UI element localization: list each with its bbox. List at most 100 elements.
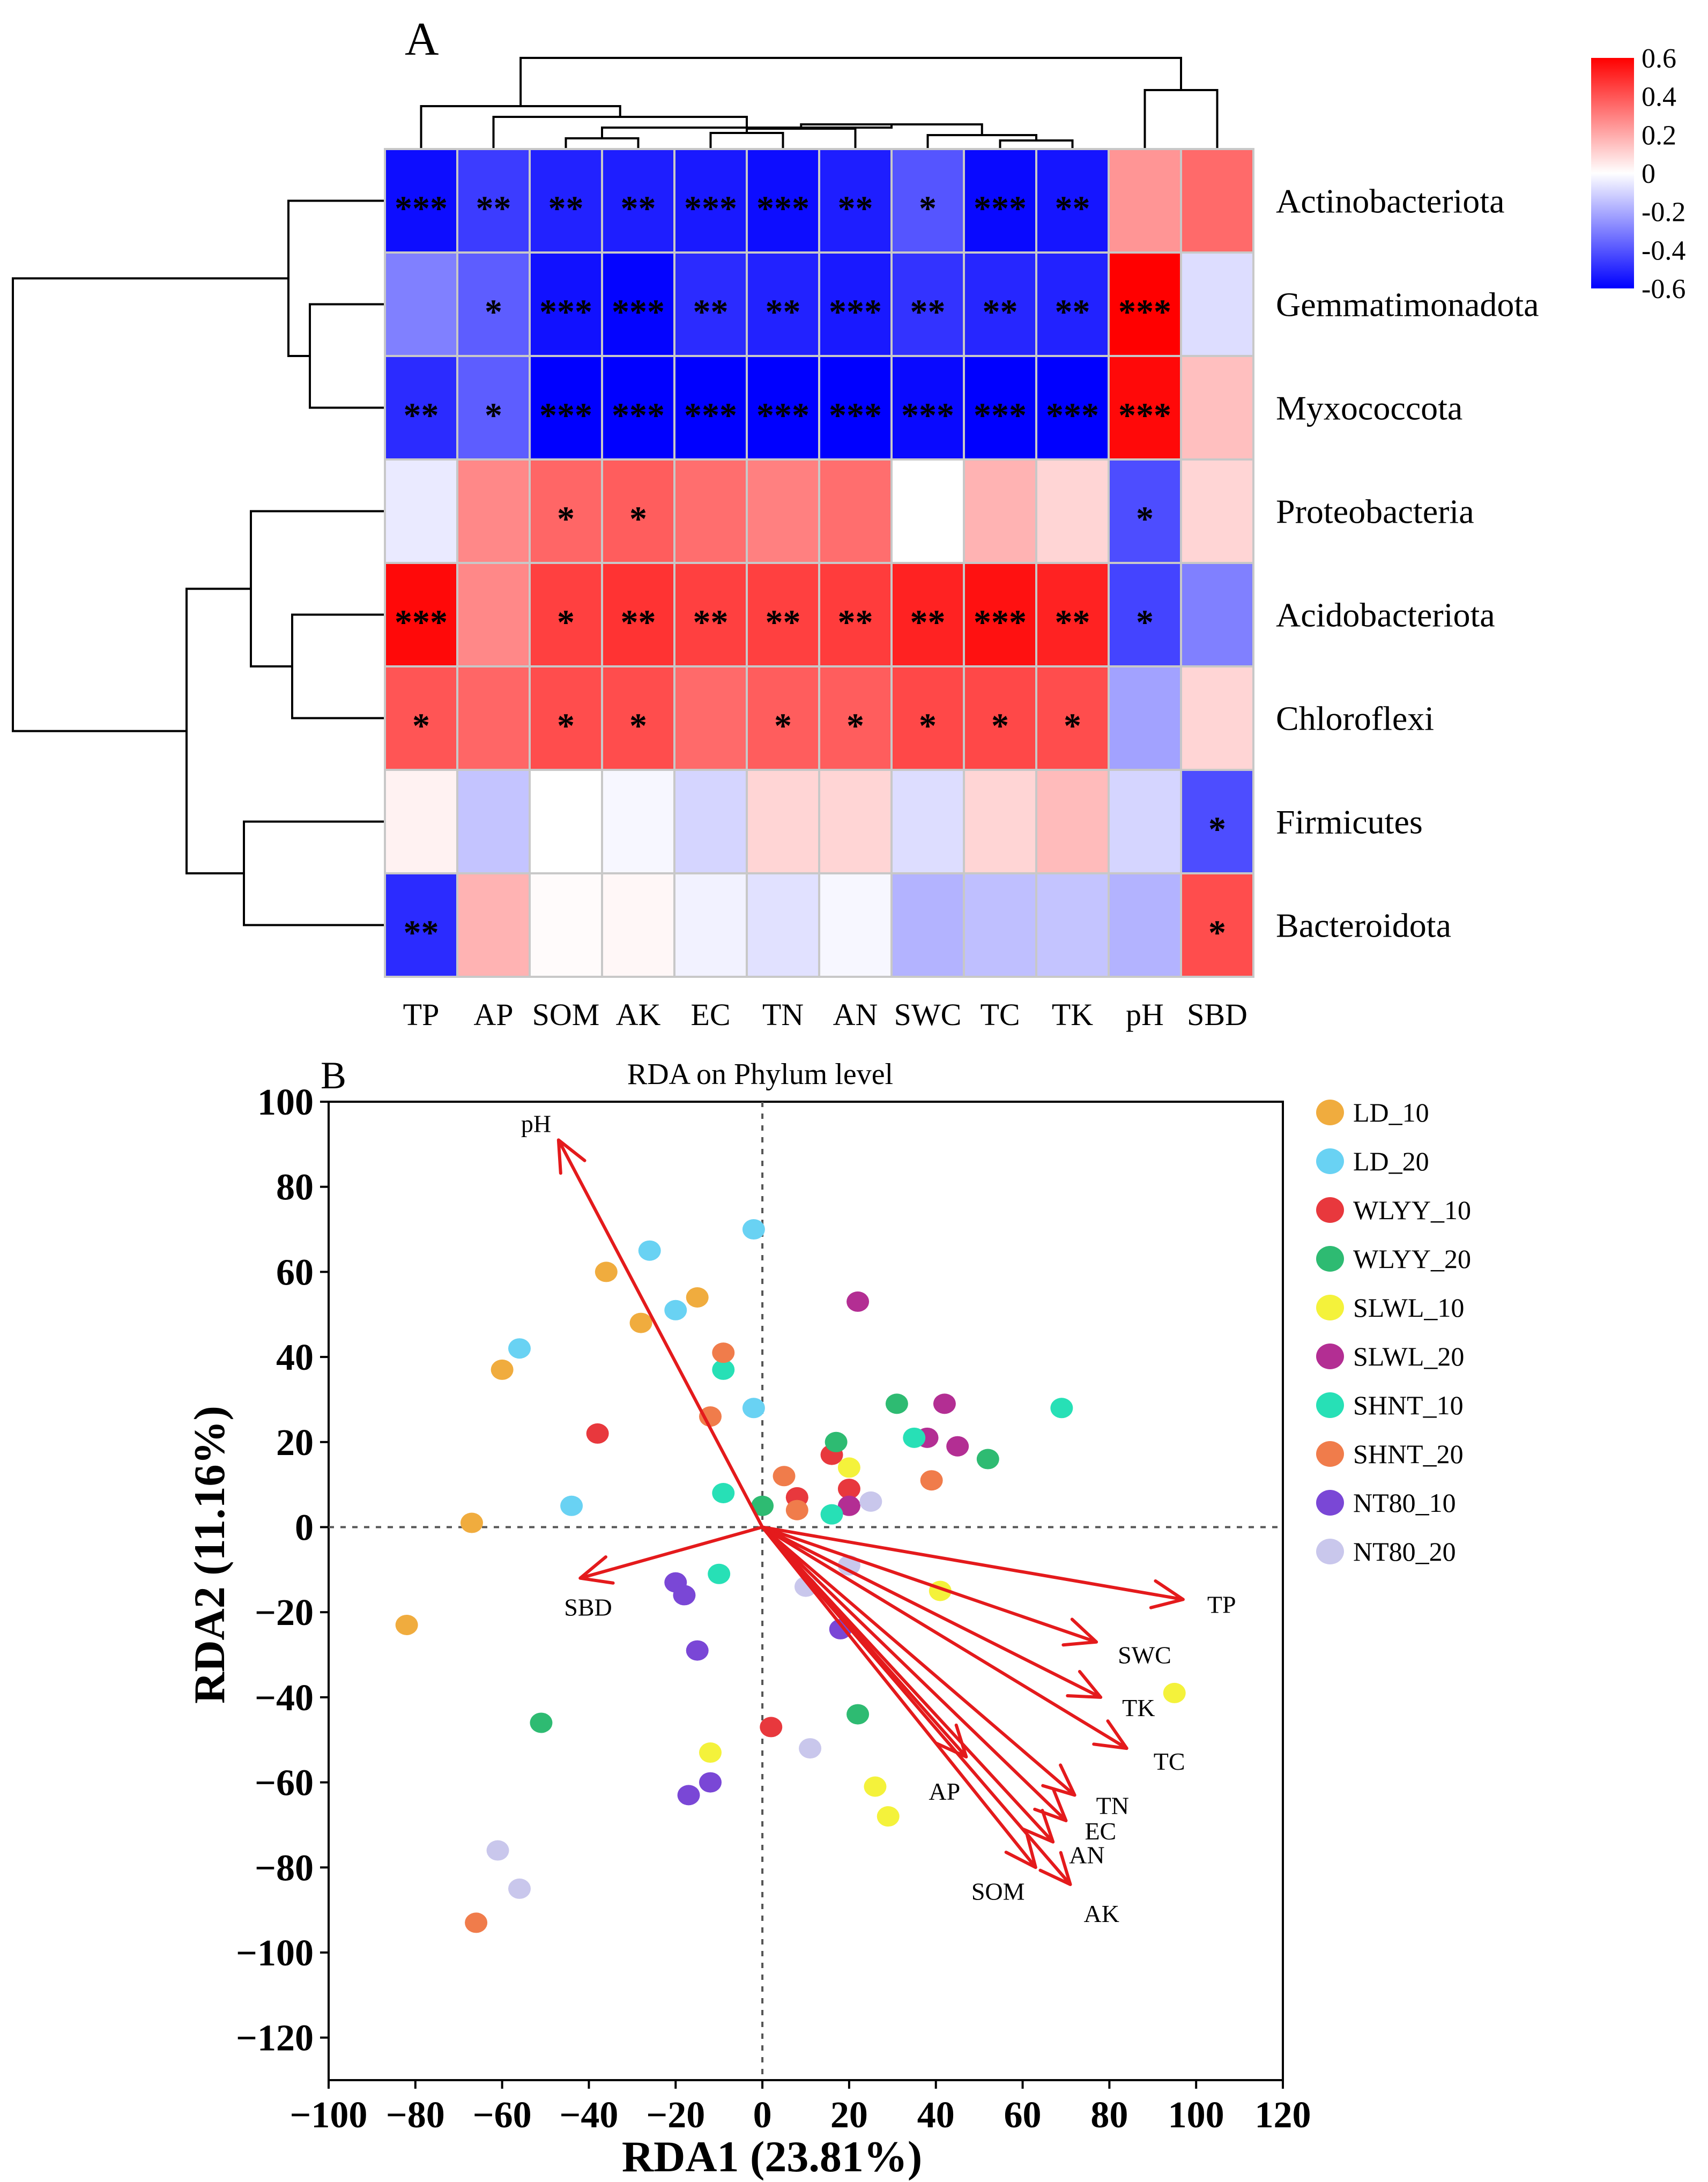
rda-y-tick-label: 40 <box>276 1337 314 1378</box>
heatmap-cell <box>529 872 603 978</box>
rda-point <box>742 1398 765 1419</box>
heatmap-cell <box>890 562 965 667</box>
heatmap-cell <box>673 769 748 874</box>
legend-marker <box>1316 1246 1344 1272</box>
significance-marker: * <box>1136 603 1154 642</box>
dendrogram-branch <box>492 116 748 149</box>
rda-point <box>742 1219 765 1240</box>
significance-marker: *** <box>1118 293 1171 332</box>
colorbar-gradient <box>1591 58 1634 288</box>
significance-marker: *** <box>829 396 882 435</box>
rda-y-ticks: 100 80 60 40 20 0 −20 −40 −60 −80 −100 −120 <box>236 1082 329 2059</box>
significance-marker: *** <box>395 603 448 642</box>
rda-point <box>825 1431 848 1452</box>
significance-marker: ** <box>1055 603 1090 642</box>
significance-marker: ** <box>404 914 439 953</box>
significance-marker: *** <box>612 293 665 332</box>
significance-marker: ** <box>766 293 801 332</box>
heatmap-cell <box>818 148 893 254</box>
heatmap-column-label: SOM <box>532 997 600 1032</box>
significance-marker: * <box>846 707 864 746</box>
heatmap-cell <box>746 251 820 357</box>
rda-point <box>699 1406 722 1427</box>
rda-arrow <box>761 1525 1037 1869</box>
significance-marker: * <box>1208 810 1226 849</box>
rda-point <box>465 1912 488 1933</box>
dendrogram-branch <box>999 139 1074 149</box>
significance-marker: *** <box>756 396 810 435</box>
rda-point <box>595 1261 618 1282</box>
heatmap-row-label: Myxococcota <box>1276 389 1462 427</box>
heatmap-column-label: EC <box>690 997 730 1032</box>
rda-plot-frame <box>328 1101 1284 2081</box>
rda-arrow-label: EC <box>1085 1817 1116 1845</box>
heatmap-cell <box>746 458 820 564</box>
rda-arrow <box>761 1525 1128 1750</box>
significance-marker: ** <box>693 603 729 642</box>
rda-point <box>820 1504 843 1525</box>
heatmap-cell <box>1108 562 1182 667</box>
heatmap-cell <box>601 148 675 254</box>
heatmap-cell <box>384 769 458 874</box>
heatmap-row-label: Gemmatimonadota <box>1276 286 1539 324</box>
significance-marker: * <box>557 707 575 746</box>
significance-marker: *** <box>756 189 810 228</box>
rda-arrow-label: AN <box>1069 1842 1104 1869</box>
rda-y-tick-label: −100 <box>236 1933 314 1974</box>
rda-point <box>846 1291 870 1312</box>
heatmap-cell <box>673 872 748 978</box>
rda-point <box>638 1240 661 1261</box>
heatmap-cell <box>456 458 531 564</box>
rda-point <box>885 1393 908 1414</box>
significance-marker: *** <box>829 293 882 332</box>
legend-label: WLYY_10 <box>1353 1195 1471 1225</box>
significance-marker: * <box>629 500 647 539</box>
heatmap-cell <box>1035 355 1110 461</box>
legend-marker <box>1316 1100 1344 1125</box>
heatmap-cell <box>890 458 965 564</box>
legend-label: SLWL_10 <box>1353 1293 1464 1323</box>
dendrogram-branch <box>185 588 251 874</box>
heatmap-cell <box>456 251 531 357</box>
rda-y-tick-label: 0 <box>295 1507 314 1548</box>
rda-point <box>785 1500 808 1520</box>
rda-point <box>560 1495 583 1516</box>
rda-x-tick-label: −20 <box>646 2095 705 2136</box>
heatmap-cell <box>601 872 675 978</box>
heatmap-cell <box>673 458 748 564</box>
rda-x-tick-label: 0 <box>753 2095 772 2136</box>
heatmap-cell <box>529 148 603 254</box>
significance-marker: *** <box>974 603 1027 642</box>
colorbar-tick-label: -0.2 <box>1642 197 1685 228</box>
panel-a-letter: A <box>405 13 439 65</box>
heatmap-cell <box>1180 355 1254 461</box>
significance-marker: ** <box>838 603 873 642</box>
rda-point <box>586 1423 609 1444</box>
legend-marker <box>1316 1490 1344 1516</box>
legend-marker <box>1316 1148 1344 1174</box>
rda-point <box>699 1742 722 1763</box>
heatmap-cell <box>1108 665 1182 771</box>
heatmap-cell <box>963 872 1037 978</box>
significance-marker: * <box>485 396 502 435</box>
rda-point <box>751 1495 774 1516</box>
legend-label: LD_20 <box>1353 1146 1429 1176</box>
rda-arrow-label: SWC <box>1118 1642 1171 1669</box>
heatmap-cell <box>746 148 820 254</box>
dendrogram-branch <box>565 137 640 149</box>
rda-point <box>799 1738 822 1759</box>
heatmap-cell <box>456 769 531 874</box>
colorbar-ticks: 0.6 0.4 0.2 0 -0.2 -0.4 -0.6 <box>1642 43 1685 305</box>
rda-x-ticks: −100 −80 −60 −40 −20 0 20 40 60 80 100 120 <box>290 2080 1311 2136</box>
rda-arrow <box>556 1138 764 1529</box>
heatmap-cell <box>1108 355 1182 461</box>
heatmap-cell <box>963 458 1037 564</box>
rda-arrow-label: TP <box>1207 1591 1236 1618</box>
heatmap-column-label: pH <box>1126 997 1164 1032</box>
significance-marker: ** <box>766 603 801 642</box>
rda-point <box>859 1491 882 1512</box>
heatmap-cell <box>818 355 893 461</box>
rda-y-tick-label: −120 <box>236 2018 314 2059</box>
heatmap-cell <box>1180 251 1254 357</box>
